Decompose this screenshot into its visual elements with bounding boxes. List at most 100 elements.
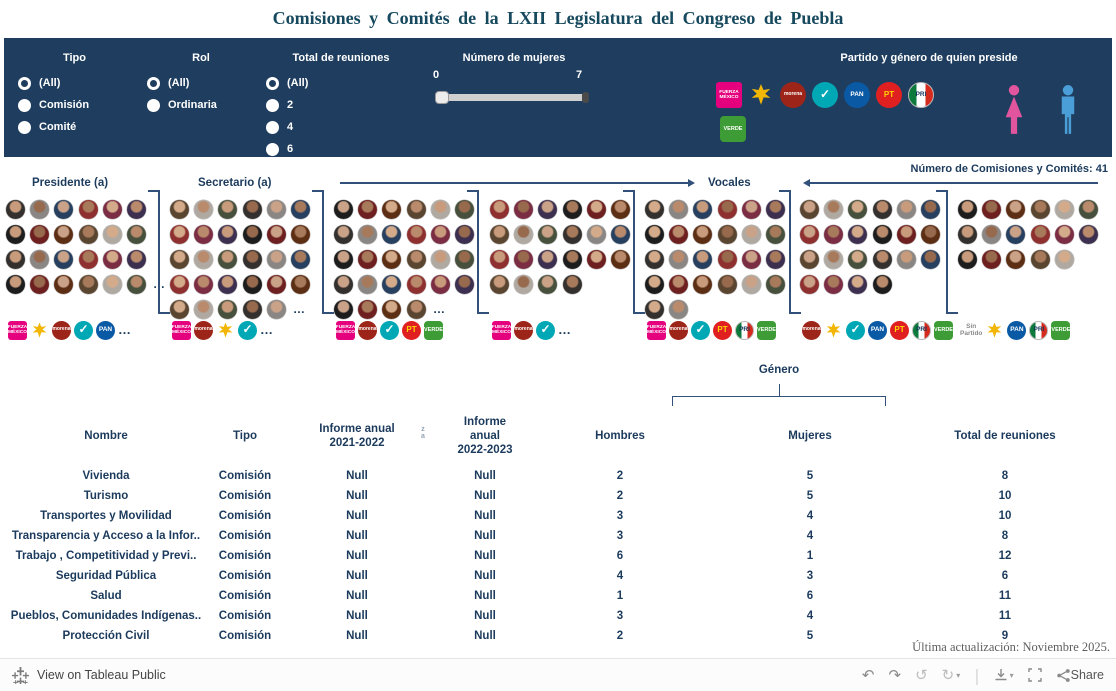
member-photo[interactable] [848,200,867,219]
table-cell[interactable]: Seguridad Pública [55,570,157,582]
column-header-informe-anual-2022-2023[interactable]: Informe anual 2022-2023 [457,416,513,456]
member-photo[interactable] [54,275,73,294]
party-logo-na[interactable]: ✓ [536,320,555,340]
member-photo[interactable] [358,300,377,319]
party-logo-fm[interactable]: FUERZA MÉXICO [336,320,355,340]
member-photo[interactable] [243,225,262,244]
member-photo[interactable] [103,225,122,244]
revert-icon[interactable]: ↺ [915,665,928,684]
member-photo[interactable] [407,250,426,269]
member-photo[interactable] [921,225,940,244]
member-photo[interactable] [742,250,761,269]
table-cell[interactable]: 6 [1001,570,1009,582]
member-photo[interactable] [824,225,843,244]
table-cell[interactable]: 3 [806,570,814,582]
table-cell[interactable]: Null [346,490,368,502]
member-photo[interactable] [267,200,286,219]
member-photo[interactable] [6,225,25,244]
member-photo[interactable] [587,250,606,269]
party-logo-morena[interactable]: morena [52,320,71,340]
member-photo[interactable] [958,200,977,219]
member-photo[interactable] [334,225,353,244]
refresh-icon[interactable]: ↻ ▾ [942,667,961,683]
party-logo-pt[interactable]: PT [876,82,902,108]
radio-icon[interactable] [266,98,279,112]
member-photo[interactable] [1055,225,1074,244]
member-photo[interactable] [645,250,664,269]
member-photo[interactable] [243,200,262,219]
party-logo-sin[interactable]: Sin Partido [960,322,983,337]
table-cell[interactable]: 12 [998,550,1012,562]
table-cell[interactable]: Null [346,470,368,482]
download-icon[interactable]: ▾ [994,668,1014,683]
column-header-total-de-reuniones[interactable]: Total de reuniones [954,430,1056,442]
member-photo[interactable] [218,275,237,294]
party-logo-na[interactable]: ✓ [238,320,257,340]
view-on-tableau-link[interactable]: View on Tableau Public [12,666,166,684]
table-cell[interactable]: Null [474,510,496,522]
member-photo[interactable] [873,200,892,219]
table-cell[interactable]: 2 [616,470,624,482]
member-photo[interactable] [693,275,712,294]
party-logo-psi[interactable] [748,82,774,108]
party-logo-fm[interactable]: FUERZA MÉXICO [492,320,511,340]
member-photo[interactable] [267,300,286,319]
member-photo[interactable] [800,275,819,294]
table-cell[interactable]: Transparencia y Acceso a la Infor.. [11,530,201,542]
party-logo-pan[interactable]: PAN [1007,320,1027,340]
member-photo[interactable] [718,250,737,269]
table-cell[interactable]: 8 [1001,470,1009,482]
filter-option-All[interactable]: (All) [18,72,89,94]
member-photo[interactable] [848,275,867,294]
member-photo[interactable] [669,200,688,219]
member-photo[interactable] [382,300,401,319]
member-photo[interactable] [243,275,262,294]
member-photo[interactable] [170,250,189,269]
member-photo[interactable] [800,225,819,244]
table-cell[interactable]: 4 [616,570,624,582]
member-photo[interactable] [490,200,509,219]
party-logo-pt[interactable]: PT [890,320,909,340]
member-photo[interactable] [407,200,426,219]
member-photo[interactable] [170,300,189,319]
table-cell[interactable]: Null [474,530,496,542]
party-logo-verde[interactable]: VERDE [720,116,746,142]
member-photo[interactable] [742,225,761,244]
filter-option-4[interactable]: 4 [266,116,308,138]
undo-icon[interactable]: ↶ [861,665,875,684]
table-cell[interactable]: Protección Civil [62,630,150,639]
member-photo[interactable] [455,200,474,219]
party-logo-dots[interactable]: … [558,322,571,337]
member-photo[interactable] [824,200,843,219]
party-logo-morena[interactable]: morena [780,82,806,108]
table-cell[interactable]: Null [474,570,496,582]
member-photo[interactable] [431,275,450,294]
party-logo-pri[interactable]: PRI [1029,320,1049,340]
member-photo[interactable] [127,200,146,219]
member-photo[interactable] [267,275,286,294]
member-photo[interactable] [645,300,664,319]
member-photo[interactable] [1055,200,1074,219]
member-photo[interactable] [6,275,25,294]
party-logo-fm[interactable]: FUERZA MÉXICO [172,320,191,340]
party-logo-pan[interactable]: PAN [96,320,115,340]
member-photo[interactable] [742,275,761,294]
member-photo[interactable] [267,250,286,269]
slider-handle-right[interactable] [582,92,589,103]
fullscreen-icon[interactable] [1027,668,1042,682]
member-photo[interactable] [218,225,237,244]
table-cell[interactable]: Salud [90,590,122,602]
member-photo[interactable] [800,200,819,219]
party-logo-na[interactable]: ✓ [380,320,399,340]
member-photo[interactable] [718,200,737,219]
member-photo[interactable] [334,275,353,294]
table-row[interactable]: Protección Civil Comisión Null Null 2 5 9 [0,626,1116,639]
filter-option-All[interactable]: (All) [147,72,217,94]
table-cell[interactable]: Pueblos, Comunidades Indígenas.. [10,610,202,622]
radio-icon[interactable] [147,98,160,112]
table-row[interactable]: Trabajo , Competitividad y Previ.. Comisi… [0,546,1116,566]
member-photo[interactable] [982,200,1001,219]
party-logo-morena[interactable]: morena [194,320,213,340]
member-photo[interactable] [897,200,916,219]
table-cell[interactable]: 2 [616,630,624,639]
